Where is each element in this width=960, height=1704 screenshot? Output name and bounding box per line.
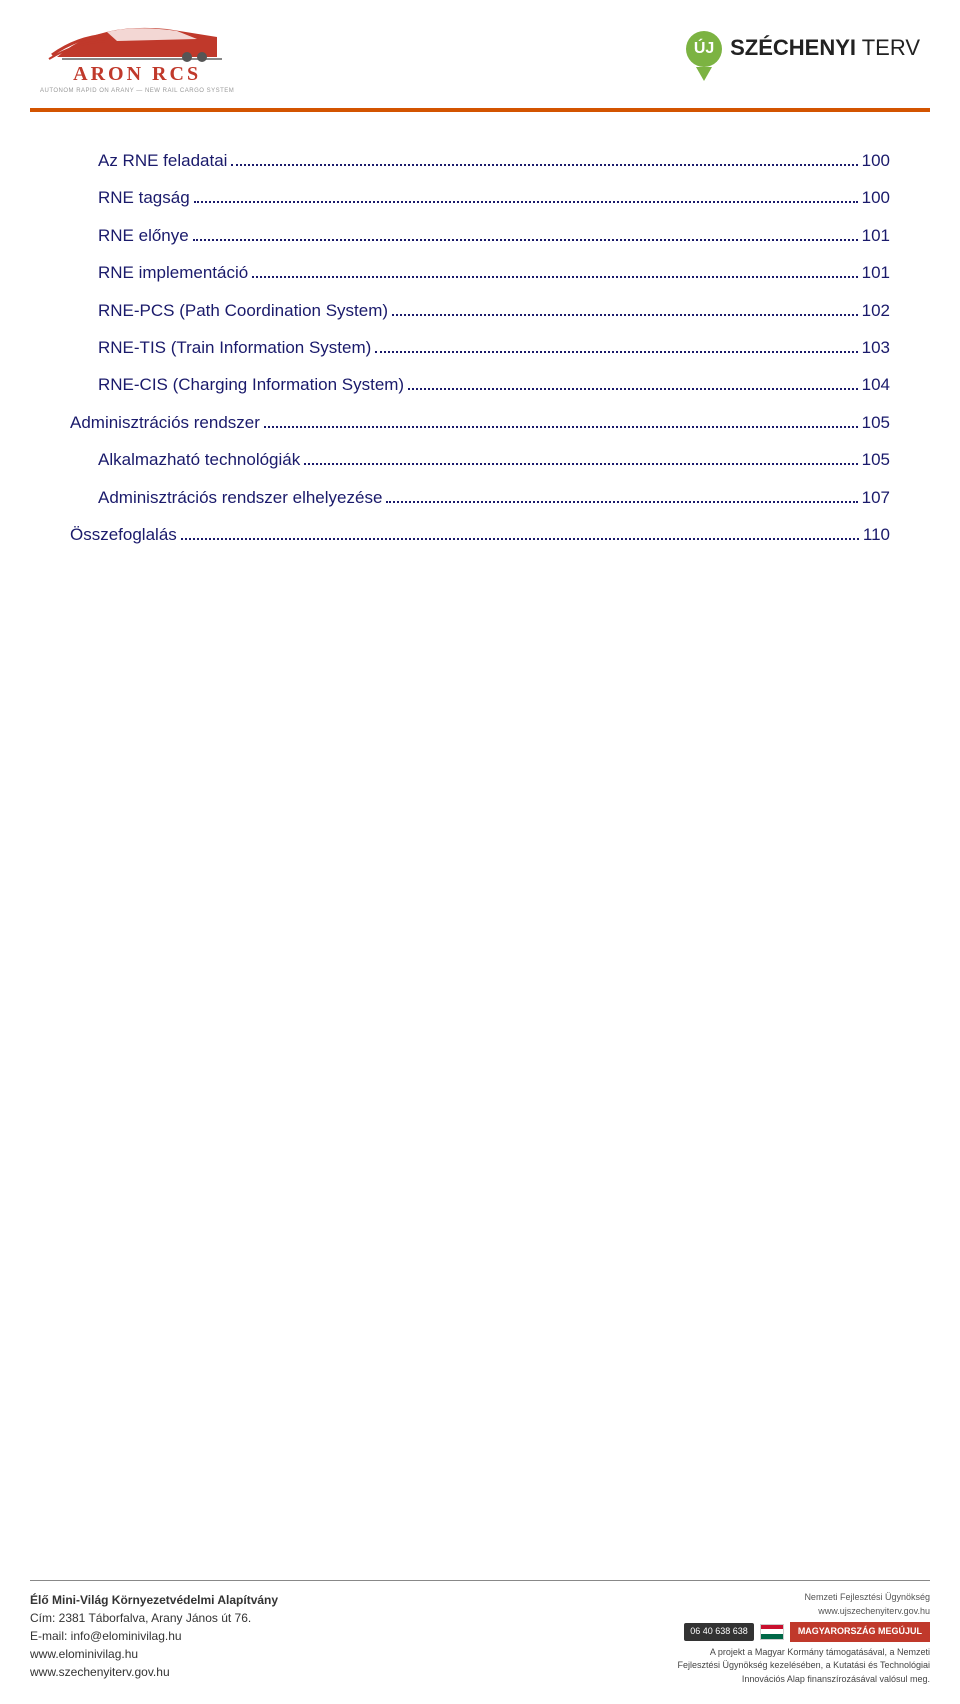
uj-pin-label: ÚJ (686, 31, 722, 67)
szechenyi-text: SZÉCHENYI TERV (730, 35, 920, 61)
footer-left: Élő Mini-Világ Környezetvédelmi Alapítvá… (30, 1591, 278, 1686)
toc-entry: Összefoglalás 110 (70, 516, 890, 553)
toc-leader-dots (392, 300, 858, 315)
toc-page-number: 101 (862, 254, 890, 291)
megujul-badge: MAGYARORSZÁG MEGÚJUL (790, 1622, 930, 1642)
footer-desc3: Innovációs Alap finanszírozásával valósu… (742, 1673, 930, 1687)
toc-label: RNE tagság (98, 179, 190, 216)
footer-rule (30, 1580, 930, 1581)
footer-url1: www.elominivilag.hu (30, 1645, 278, 1663)
aron-logo-subtitle: AUTONOM RAPID ON ARANY — NEW RAIL CARGO … (40, 88, 234, 94)
szechenyi-logo: ÚJ SZÉCHENYI TERV (686, 31, 920, 79)
footer-right: Nemzeti Fejlesztési Ügynökség www.ujszec… (678, 1591, 930, 1686)
toc-page-number: 102 (862, 292, 890, 329)
toc-leader-dots (194, 188, 858, 203)
table-of-contents: Az RNE feladatai100RNE tagság100RNE előn… (0, 112, 960, 553)
toc-leader-dots (386, 487, 857, 502)
footer-badge-row: 06 40 638 638 MAGYARORSZÁG MEGÚJUL (684, 1622, 930, 1642)
aron-rcs-logo: ARON RCS AUTONOM RAPID ON ARANY — NEW RA… (40, 17, 234, 94)
toc-label: Az RNE feladatai (98, 142, 227, 179)
footer-desc1: A projekt a Magyar Kormány támogatásával… (710, 1646, 930, 1660)
toc-page-number: 104 (862, 366, 890, 403)
toc-entry: Adminisztrációs rendszer 105 (70, 404, 890, 441)
toc-entry: RNE implementáció 101 (70, 254, 890, 291)
page-header: ARON RCS AUTONOM RAPID ON ARANY — NEW RA… (0, 0, 960, 100)
toc-leader-dots (231, 151, 857, 166)
hungary-flag-icon (760, 1624, 784, 1640)
aron-logo-text: ARON RCS (73, 63, 201, 86)
toc-label: RNE-TIS (Train Information System) (98, 329, 371, 366)
uj-pin-icon: ÚJ (686, 31, 722, 79)
toc-page-number: 107 (862, 479, 890, 516)
footer-address: Cím: 2381 Táborfalva, Arany János út 76. (30, 1609, 278, 1627)
toc-page-number: 101 (862, 217, 890, 254)
toc-entry: RNE előnye 101 (70, 217, 890, 254)
toc-leader-dots (264, 412, 858, 427)
footer-email: E-mail: info@elominivilag.hu (30, 1627, 278, 1645)
toc-label: Összefoglalás (70, 516, 177, 553)
toc-label: RNE-PCS (Path Coordination System) (98, 292, 388, 329)
toc-page-number: 103 (862, 329, 890, 366)
toc-leader-dots (408, 375, 858, 390)
toc-entry: RNE-TIS (Train Information System) 103 (70, 329, 890, 366)
toc-page-number: 100 (862, 142, 890, 179)
footer-org: Élő Mini-Világ Környezetvédelmi Alapítvá… (30, 1591, 278, 1609)
toc-entry: RNE-CIS (Charging Information System) 104 (70, 366, 890, 403)
szechenyi-bold: SZÉCHENYI (730, 35, 856, 60)
footer-url2: www.szechenyiterv.gov.hu (30, 1663, 278, 1681)
toc-leader-dots (304, 450, 857, 465)
szechenyi-rest: TERV (856, 35, 920, 60)
train-icon (47, 17, 227, 67)
toc-leader-dots (252, 263, 857, 278)
toc-entry: RNE tagság 100 (70, 179, 890, 216)
footer-desc2: Fejlesztési Ügynökség kezelésében, a Kut… (678, 1659, 930, 1673)
toc-page-number: 105 (862, 404, 890, 441)
footer-agency1: Nemzeti Fejlesztési Ügynökség (804, 1591, 930, 1605)
toc-page-number: 105 (862, 441, 890, 478)
toc-page-number: 100 (862, 179, 890, 216)
page-footer: Élő Mini-Világ Környezetvédelmi Alapítvá… (0, 1570, 960, 1704)
toc-entry: RNE-PCS (Path Coordination System) 102 (70, 292, 890, 329)
toc-label: Adminisztrációs rendszer (70, 404, 260, 441)
toc-leader-dots (193, 225, 858, 240)
toc-label: RNE-CIS (Charging Information System) (98, 366, 404, 403)
toc-leader-dots (181, 525, 859, 540)
toc-label: Adminisztrációs rendszer elhelyezése (98, 479, 382, 516)
toc-label: RNE előnye (98, 217, 189, 254)
footer-agency2: www.ujszechenyiterv.gov.hu (818, 1605, 930, 1619)
toc-entry: Az RNE feladatai 100 (70, 142, 890, 179)
toc-label: Alkalmazható technológiák (98, 441, 300, 478)
toc-leader-dots (375, 338, 857, 353)
toc-entry: Adminisztrációs rendszer elhelyezése 107 (70, 479, 890, 516)
toc-page-number: 110 (863, 516, 890, 553)
toc-label: RNE implementáció (98, 254, 248, 291)
toc-entry: Alkalmazható technológiák 105 (70, 441, 890, 478)
footer-phone: 06 40 638 638 (684, 1623, 754, 1641)
